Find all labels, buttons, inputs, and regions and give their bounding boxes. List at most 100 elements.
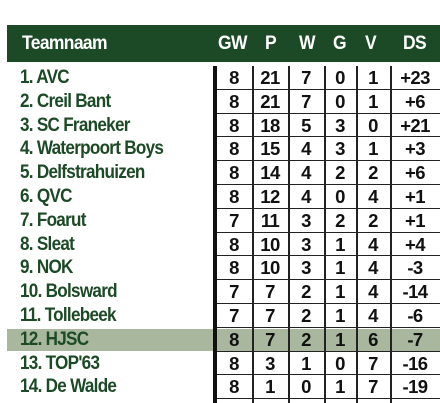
row-divider [213, 255, 440, 257]
row-divider [213, 279, 440, 281]
cell-p: 18 [260, 114, 280, 136]
cell-p: 11 [260, 209, 280, 231]
cell-w: 2 [301, 281, 311, 303]
header-team: Teamnaam [22, 33, 108, 54]
cell-ds: +23 [400, 67, 430, 88]
cell-gw: 8 [229, 162, 239, 184]
team-name: 2. Creil Bant [20, 90, 111, 112]
cell-ds: +6 [405, 162, 426, 184]
cell-v: 4 [368, 281, 378, 303]
cell-v: 4 [368, 233, 378, 255]
row-divider [213, 88, 440, 90]
cell-ds: -16 [402, 352, 429, 374]
cell-v: 0 [368, 114, 378, 136]
cell-g: 0 [335, 90, 345, 112]
cell-gw: 8 [229, 138, 239, 160]
team-name: 9. NOK [20, 257, 73, 279]
cell-ds: +1 [405, 186, 426, 207]
column-divider [252, 66, 254, 403]
table-row: 2. Creil Bant 8 21 7 0 1 +6 [0, 90, 440, 114]
cell-p: 3 [265, 352, 275, 374]
cell-g: 1 [335, 233, 345, 255]
team-name: 12. HJSC [20, 328, 89, 350]
header-ds: DS [403, 33, 427, 54]
cell-g: 0 [335, 186, 345, 207]
cell-g: 1 [335, 305, 345, 326]
table-row: 14. De Walde 8 1 0 1 7 -19 [0, 375, 440, 400]
cell-gw: 8 [229, 376, 239, 398]
cell-g: 3 [335, 114, 345, 136]
cell-gw: 7 [229, 209, 239, 231]
team-name: 14. De Walde [20, 376, 117, 398]
row-divider [213, 374, 440, 376]
cell-p: 7 [265, 305, 275, 326]
cell-ds: -6 [407, 305, 423, 326]
cell-w: 0 [301, 376, 311, 398]
cell-w: 5 [301, 114, 311, 136]
team-name: 4. Waterpoort Boys [20, 138, 164, 160]
team-name: 6. QVC [20, 186, 72, 207]
column-divider [288, 66, 290, 403]
table-row: 13. TOP'63 8 3 1 0 7 -16 [0, 352, 440, 376]
cell-w: 7 [301, 90, 311, 112]
cell-w: 7 [301, 67, 311, 88]
cell-ds: -19 [402, 376, 429, 398]
cell-w: 1 [301, 352, 311, 374]
team-name: 10. Bolsward [20, 281, 118, 303]
cell-gw: 8 [229, 186, 239, 207]
cell-p: 7 [265, 281, 275, 303]
row-divider [213, 136, 440, 138]
table-row: 7. Foarut 7 11 3 2 2 +1 [0, 209, 440, 233]
column-divider [324, 66, 326, 403]
cell-gw: 8 [229, 90, 239, 112]
cell-g: 1 [335, 328, 345, 350]
cell-v: 1 [368, 90, 378, 112]
cell-ds: +4 [405, 233, 426, 255]
cell-gw: 8 [229, 233, 239, 255]
cell-ds: +6 [405, 90, 426, 112]
row-highlight [7, 328, 440, 351]
cell-gw: 8 [229, 257, 239, 279]
cell-ds: +21 [400, 114, 430, 136]
cell-v: 4 [368, 257, 378, 279]
table-row: 11. Tollebeek 7 7 2 1 4 -6 [0, 304, 440, 328]
cell-g: 2 [335, 162, 345, 184]
team-name: 13. TOP'63 [20, 352, 100, 374]
team-name: 11. Tollebeek [20, 305, 117, 326]
team-name: 3. SC Franeker [20, 114, 130, 136]
cell-p: 7 [265, 328, 275, 350]
column-divider [390, 66, 392, 403]
cell-g: 1 [335, 281, 345, 303]
table-row: 6. QVC 8 12 4 0 4 +1 [0, 185, 440, 209]
cell-w: 2 [301, 305, 311, 326]
row-divider [213, 302, 440, 304]
cell-v: 6 [368, 328, 378, 350]
team-name: 8. Sleat [20, 233, 75, 255]
cell-w: 2 [301, 328, 311, 350]
cell-w: 3 [301, 233, 311, 255]
cell-v: 7 [368, 376, 378, 398]
cell-ds: -14 [402, 281, 429, 303]
cell-p: 21 [260, 67, 280, 88]
header-w: W [299, 33, 316, 54]
cell-gw: 8 [229, 114, 239, 136]
cell-ds: -3 [407, 257, 423, 279]
table-row: 5. Delfstrahuizen 8 14 4 2 2 +6 [0, 161, 440, 185]
table-row: 4. Waterpoort Boys 8 15 4 3 1 +3 [0, 137, 440, 162]
row-divider [213, 160, 440, 162]
row-divider [213, 207, 440, 209]
cell-v: 4 [368, 186, 378, 207]
header-p: P [265, 33, 277, 54]
row-divider [213, 231, 440, 233]
row-divider [213, 326, 440, 328]
cell-p: 1 [265, 376, 275, 398]
cell-g: 1 [335, 257, 345, 279]
table-row: 1. AVC 8 21 7 0 1 +23 [0, 66, 440, 90]
row-divider [213, 350, 440, 352]
header-g: G [333, 33, 347, 54]
row-divider [213, 183, 440, 185]
team-name: 1. AVC [20, 67, 70, 88]
cell-gw: 8 [229, 67, 239, 88]
cell-g: 2 [335, 209, 345, 231]
table-row: 9. NOK 8 10 3 1 4 -3 [0, 256, 440, 281]
